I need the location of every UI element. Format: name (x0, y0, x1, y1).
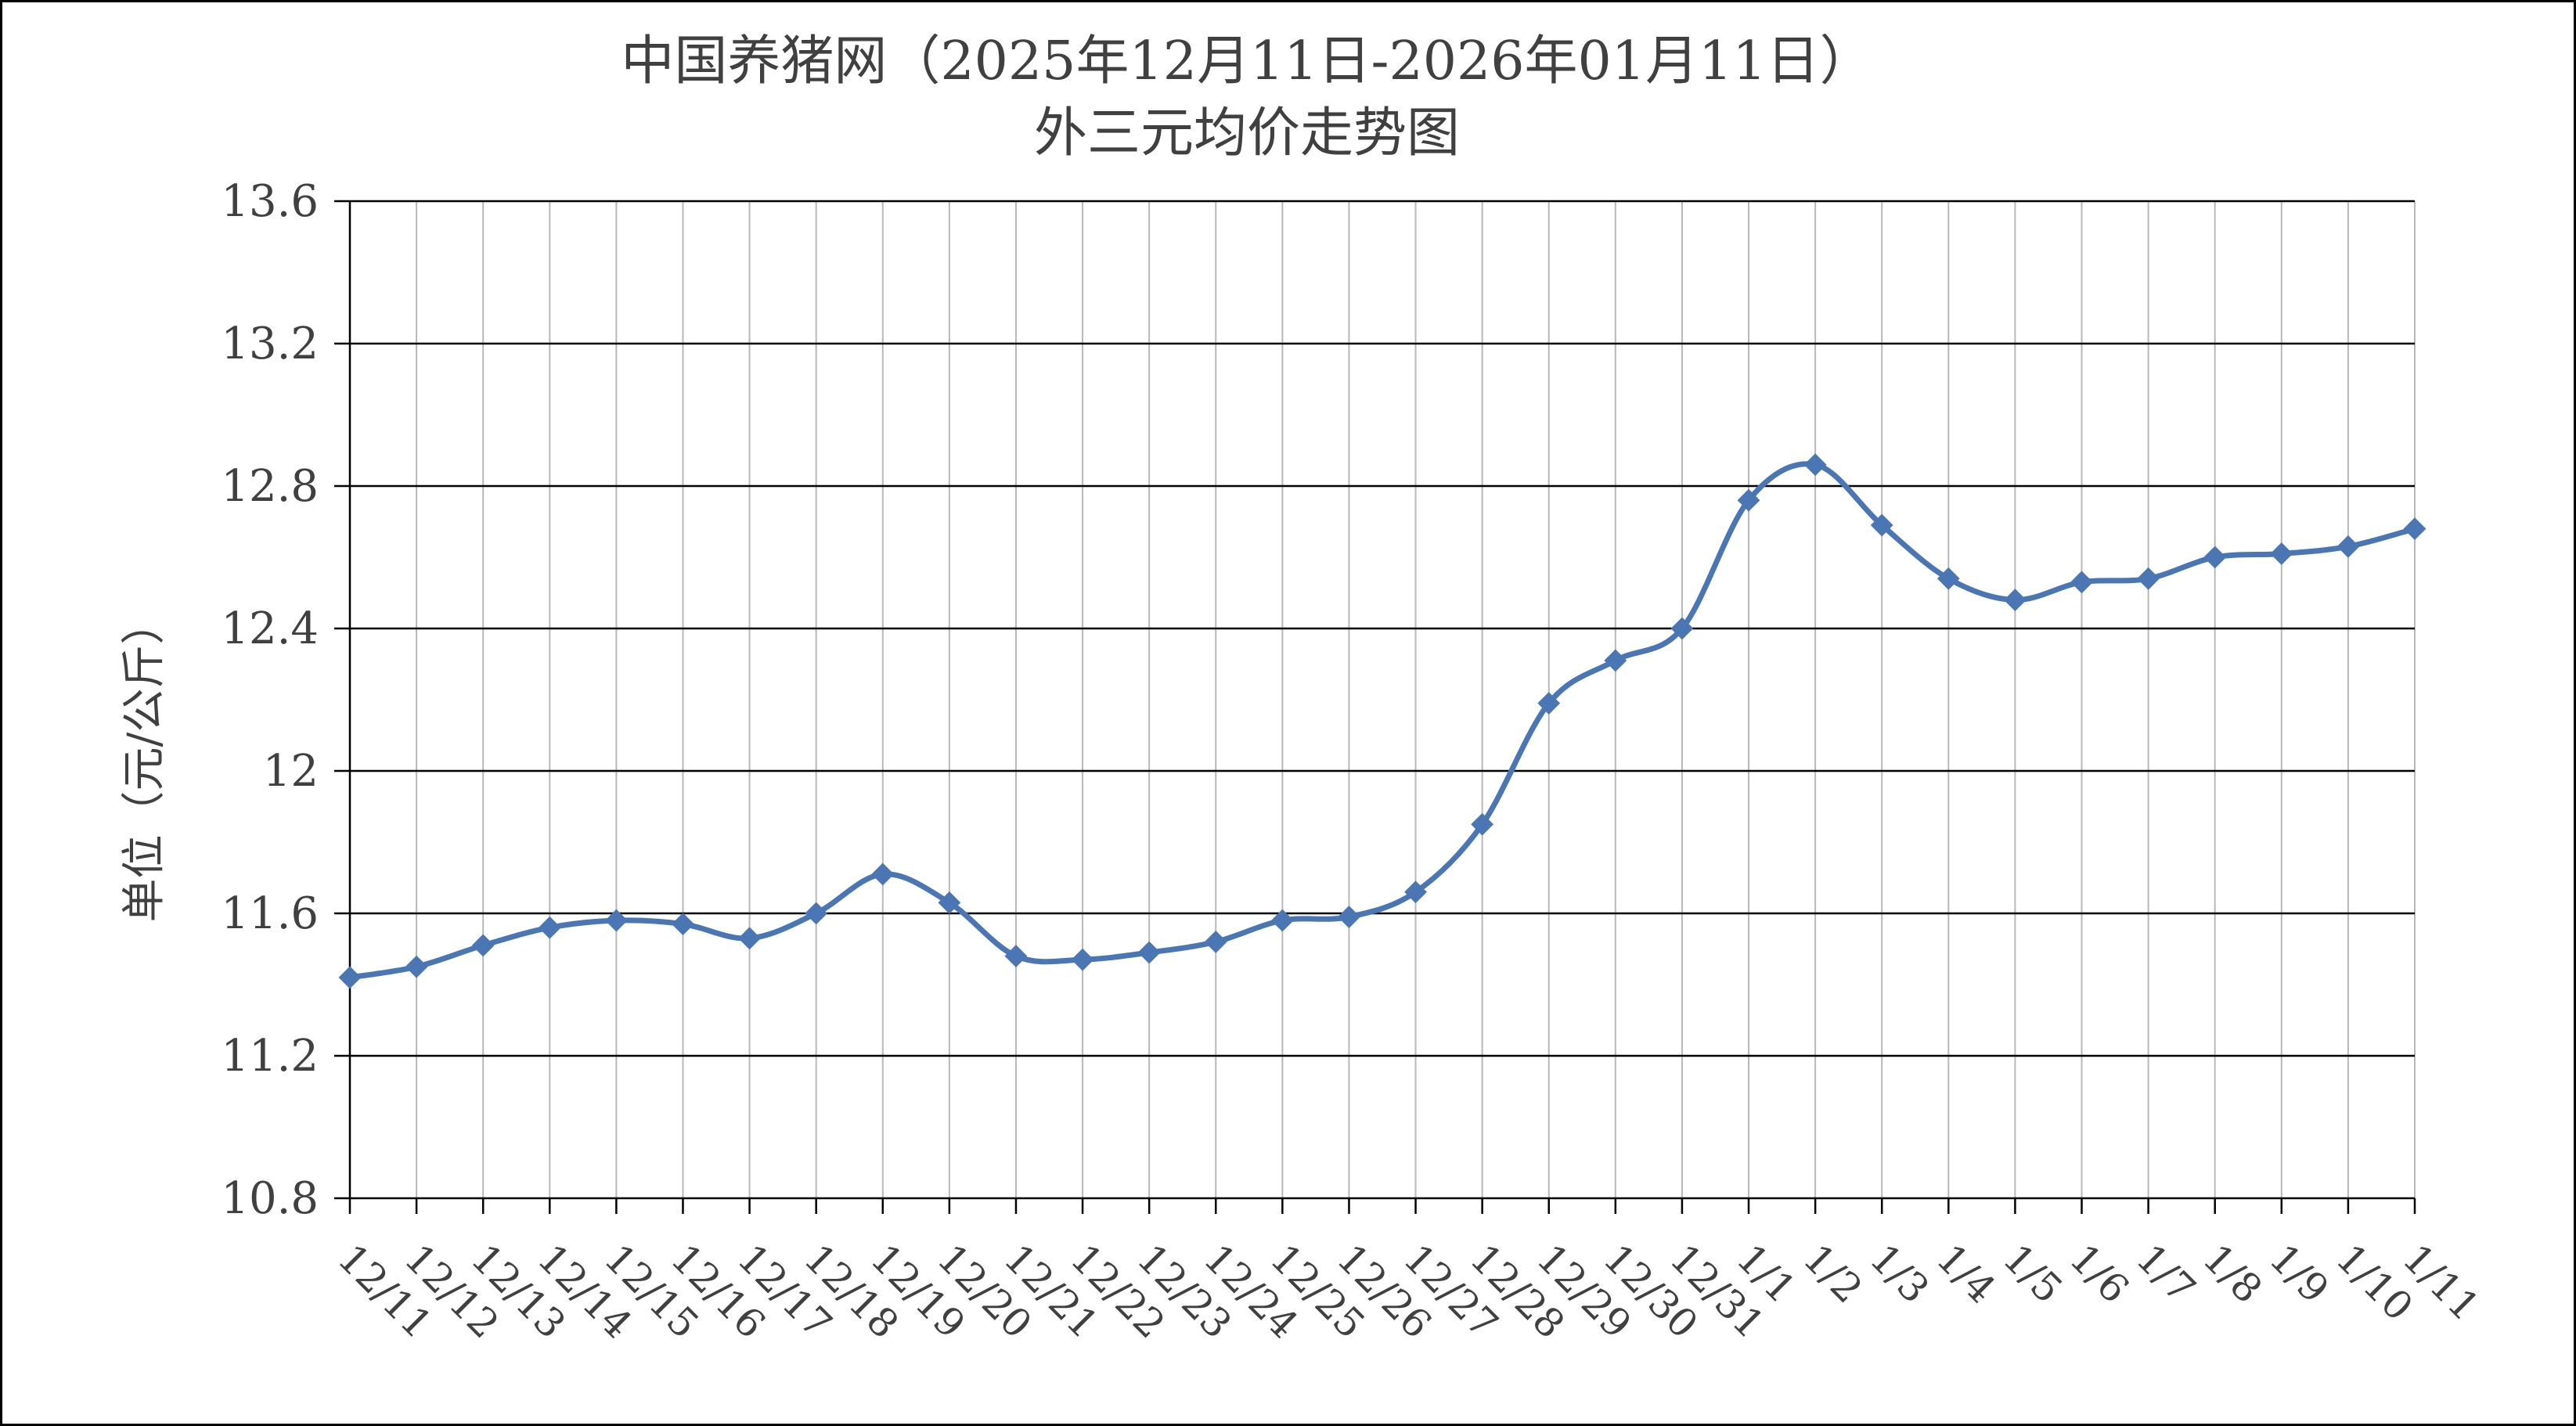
data-point-marker (1137, 941, 1161, 964)
chart-title-line-2: 外三元均价走势图 (1034, 103, 1460, 164)
data-point-marker (2137, 567, 2160, 590)
data-point-marker (405, 955, 428, 978)
data-point-marker (338, 966, 362, 989)
data-point-marker (1937, 567, 1960, 590)
data-point-marker (1270, 909, 1294, 932)
data-point-marker (672, 913, 694, 936)
y-tick-label: 11.6 (221, 888, 319, 939)
x-tick-label: 1/8 (2194, 1235, 2271, 1312)
data-point-marker (1537, 692, 1561, 715)
data-point-marker (1404, 880, 1427, 904)
x-tick-label: 1/6 (2061, 1235, 2138, 1312)
x-tick-label: 1/3 (1861, 1235, 1938, 1312)
data-point-marker (738, 927, 761, 950)
data-point-marker (1803, 453, 1827, 477)
y-tick-label: 13.6 (221, 176, 319, 227)
y-tick-label: 12.8 (221, 461, 319, 512)
data-point-marker (538, 916, 561, 939)
data-point-marker (604, 909, 628, 932)
series-layer (338, 453, 2426, 989)
chart-title-line-1: 中国养猪网（2025年12月11日-2026年01月11日） (621, 31, 1872, 92)
data-point-marker (2004, 589, 2027, 612)
data-point-marker (1204, 930, 1227, 953)
y-tick-label: 12 (263, 746, 319, 797)
x-tick-label: 1/7 (2127, 1235, 2204, 1312)
data-point-marker (1338, 906, 1360, 928)
data-point-marker (1604, 649, 1627, 672)
series-line (347, 461, 2418, 981)
data-point-marker (2270, 542, 2293, 565)
x-tick-label: 1/9 (2261, 1235, 2337, 1312)
grid-layer (334, 200, 2416, 1200)
data-point-marker (871, 862, 895, 886)
x-tick-label: 1/11 (2394, 1235, 2488, 1329)
x-tick-label: 1/10 (2327, 1235, 2421, 1329)
data-point-marker (1670, 617, 1694, 640)
data-point-marker (2070, 571, 2093, 594)
data-point-marker (1471, 812, 1494, 836)
y-tick-label: 12.4 (221, 603, 319, 654)
data-point-marker (1004, 945, 1028, 968)
label-layer: 中国养猪网（2025年12月11日-2026年01月11日） 外三元均价走势图 … (119, 31, 1873, 922)
x-tick-label: 1/5 (1994, 1235, 2071, 1312)
data-point-marker (471, 934, 495, 957)
data-point-marker (805, 902, 828, 925)
data-point-marker (2203, 546, 2227, 569)
data-point-marker (938, 891, 961, 914)
data-point-marker (1870, 513, 1893, 537)
y-axis-label: 单位（元/公斤） (119, 601, 170, 923)
data-point-marker (1737, 488, 1760, 512)
x-tick-label: 1/4 (1928, 1235, 2005, 1312)
data-point-marker (2336, 535, 2360, 558)
x-tick-label: 1/2 (1795, 1235, 1872, 1312)
y-tick-label: 10.8 (221, 1173, 319, 1224)
data-point-marker (1071, 948, 1094, 971)
y-tick-label: 13.2 (221, 319, 319, 369)
y-tick-label: 11.2 (221, 1031, 319, 1082)
data-point-marker (2403, 517, 2426, 541)
